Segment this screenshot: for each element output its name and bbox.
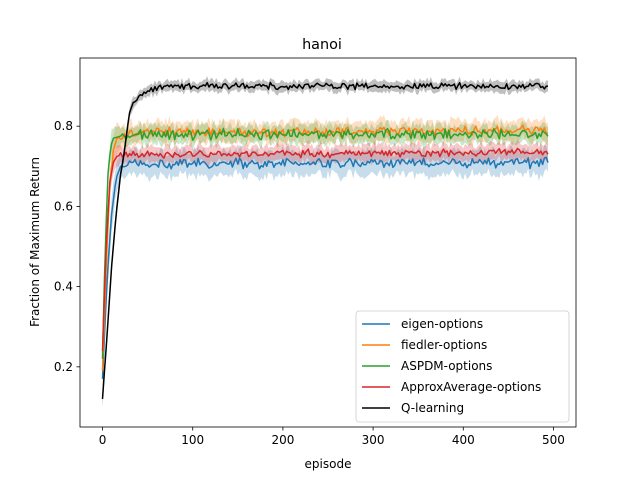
band-2 bbox=[102, 118, 548, 373]
legend-box bbox=[355, 310, 570, 423]
x-tick-label-2: 200 bbox=[271, 433, 294, 447]
series-line-4 bbox=[101, 81, 549, 399]
y-tick-label-2: 0.6 bbox=[54, 199, 73, 213]
series-line-0 bbox=[101, 156, 549, 379]
y-tick-label-0: 0.2 bbox=[54, 360, 73, 374]
series-lines bbox=[101, 81, 549, 399]
legend-label-1: fiedler-options bbox=[401, 338, 487, 352]
y-tick-label-1: 0.4 bbox=[54, 280, 73, 294]
series-line-1 bbox=[101, 124, 549, 371]
legend-label-0: eigen-options bbox=[401, 317, 483, 331]
y-axis-ticks: 0.2 0.4 0.6 0.8 bbox=[54, 119, 80, 374]
x-tick-label-1: 100 bbox=[181, 433, 204, 447]
x-tick-label-0: 0 bbox=[99, 433, 107, 447]
y-axis-label: Fraction of Maximum Return bbox=[28, 157, 42, 327]
x-tick-label-5: 500 bbox=[542, 433, 565, 447]
legend-label-2: ASPDM-options bbox=[401, 359, 492, 373]
x-axis-label: episode bbox=[305, 457, 352, 471]
legend-label-4: Q-learning bbox=[401, 401, 464, 415]
x-axis-ticks: 0 100 200 300 400 500 bbox=[99, 427, 565, 447]
legend: eigen-options fiedler-options ASPDM-option… bbox=[355, 310, 570, 423]
confidence-bands bbox=[102, 76, 548, 408]
chart-title: hanoi bbox=[302, 37, 342, 53]
series-line-3 bbox=[101, 147, 549, 351]
legend-label-3: ApproxAverage-options bbox=[401, 380, 541, 394]
x-tick-label-4: 400 bbox=[452, 433, 475, 447]
y-tick-label-3: 0.8 bbox=[54, 119, 73, 133]
plot-frame bbox=[79, 57, 577, 428]
x-tick-label-3: 300 bbox=[362, 433, 385, 447]
series-line-2 bbox=[101, 127, 549, 359]
band-0 bbox=[102, 144, 548, 397]
